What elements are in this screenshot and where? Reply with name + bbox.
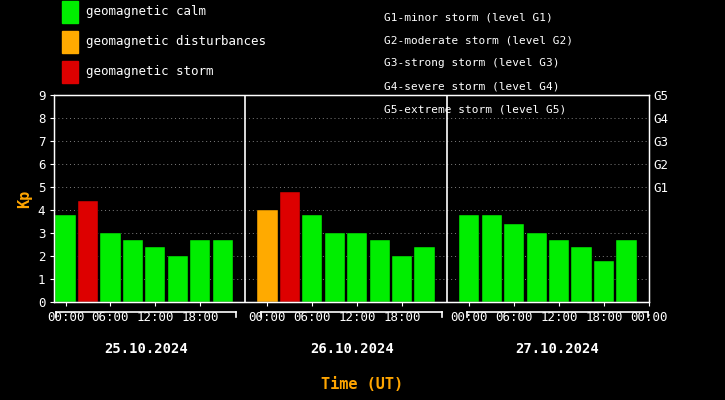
Bar: [302, 215, 323, 302]
Text: G2-moderate storm (level G2): G2-moderate storm (level G2): [384, 35, 573, 45]
Bar: [549, 240, 569, 302]
Bar: [481, 215, 502, 302]
Bar: [100, 233, 120, 302]
Bar: [392, 256, 413, 302]
Bar: [280, 192, 300, 302]
Bar: [123, 240, 143, 302]
Bar: [571, 247, 592, 302]
Bar: [526, 233, 547, 302]
Text: geomagnetic storm: geomagnetic storm: [86, 66, 214, 78]
Text: G1-minor storm (level G1): G1-minor storm (level G1): [384, 12, 553, 22]
Y-axis label: Kp: Kp: [17, 190, 33, 208]
Text: geomagnetic disturbances: geomagnetic disturbances: [86, 36, 266, 48]
Text: 26.10.2024: 26.10.2024: [310, 342, 394, 356]
Bar: [460, 215, 479, 302]
Bar: [190, 240, 210, 302]
Bar: [257, 210, 278, 302]
Bar: [616, 240, 637, 302]
Bar: [415, 247, 434, 302]
Bar: [504, 224, 524, 302]
Text: 27.10.2024: 27.10.2024: [515, 342, 600, 356]
Text: G4-severe storm (level G4): G4-severe storm (level G4): [384, 82, 560, 92]
Bar: [212, 240, 233, 302]
Bar: [325, 233, 345, 302]
Bar: [594, 261, 614, 302]
Bar: [56, 215, 75, 302]
Text: geomagnetic calm: geomagnetic calm: [86, 6, 207, 18]
Text: 25.10.2024: 25.10.2024: [104, 342, 188, 356]
Bar: [347, 233, 368, 302]
Text: Time (UT): Time (UT): [321, 377, 404, 392]
Bar: [78, 201, 98, 302]
Bar: [145, 247, 165, 302]
Bar: [167, 256, 188, 302]
Text: G5-extreme storm (level G5): G5-extreme storm (level G5): [384, 105, 566, 115]
Bar: [370, 240, 390, 302]
Text: G3-strong storm (level G3): G3-strong storm (level G3): [384, 58, 560, 68]
